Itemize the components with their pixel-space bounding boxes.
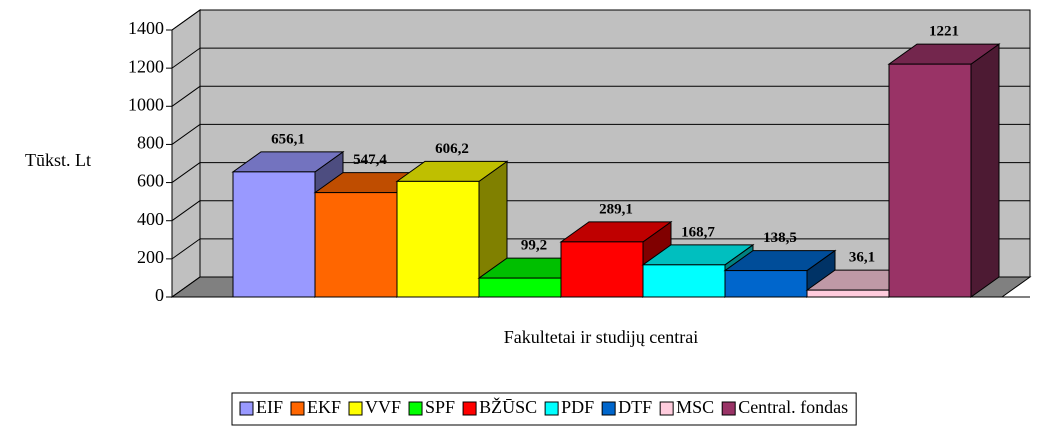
legend-swatch	[239, 401, 254, 416]
legend-label: SPF	[425, 397, 455, 417]
legend-label: VVF	[365, 397, 401, 417]
legend-swatch	[659, 401, 674, 416]
bar-front	[642, 264, 726, 298]
data-label: 289,1	[599, 201, 633, 217]
legend-swatch	[544, 401, 559, 416]
side-wall	[171, 9, 201, 298]
grid-line	[171, 124, 201, 145]
bar-front	[232, 171, 316, 298]
grid-line	[171, 276, 201, 298]
bar-front	[806, 289, 890, 298]
legend-swatch	[348, 401, 363, 416]
bar-front	[478, 277, 562, 298]
data-label: 606,2	[435, 141, 469, 157]
y-axis-label: Tūkst. Lt	[25, 150, 91, 170]
legend-label: Central. fondas	[738, 397, 848, 417]
x-axis-label: Fakultetai ir studijų centrai	[504, 327, 698, 347]
legend-swatch	[721, 401, 736, 416]
legend: EIF EKF VVF SPF BŽŪSC PDF DTF MSC Central. fonda…	[231, 392, 857, 426]
grid-line	[171, 238, 201, 260]
legend-label: EIF	[256, 397, 283, 417]
y-tick-label: 1000	[128, 94, 164, 114]
data-label: 168,7	[681, 224, 715, 240]
legend-label: EKF	[307, 397, 341, 417]
legend-label: BŽŪSC	[479, 396, 537, 417]
grid-line	[171, 85, 201, 107]
grid-line	[171, 162, 201, 183]
legend-label: DTF	[618, 397, 652, 417]
data-label: 1221	[929, 24, 959, 40]
bar-front	[314, 192, 398, 298]
bar-front	[724, 270, 808, 298]
legend-label: MSC	[676, 397, 714, 417]
data-label: 547,4	[353, 152, 387, 168]
data-label: 99,2	[521, 238, 547, 254]
y-tick-label: 600	[137, 171, 164, 191]
y-tick-label: 0	[155, 285, 164, 305]
grid-line	[171, 200, 201, 222]
bar-front	[396, 180, 480, 298]
y-tick-label: 400	[137, 209, 164, 229]
y-tick-label: 1400	[128, 18, 164, 38]
bar-side	[970, 43, 1000, 298]
data-label: 656,1	[271, 131, 305, 147]
grid-line	[171, 9, 201, 31]
bar-front	[888, 63, 972, 298]
legend-swatch	[601, 401, 616, 416]
legend-swatch	[290, 401, 305, 416]
y-tick-label: 1200	[128, 56, 164, 76]
bar-front	[560, 241, 644, 298]
legend-swatch	[408, 401, 423, 416]
data-label: 36,1	[849, 250, 875, 266]
data-label: 138,5	[763, 230, 797, 246]
grid-line	[171, 47, 201, 69]
y-tick-label: 200	[137, 247, 164, 267]
legend-swatch	[462, 401, 477, 416]
bar	[887, 43, 1001, 298]
legend-label: PDF	[561, 397, 594, 417]
y-tick-label: 800	[137, 133, 164, 153]
legend-box	[231, 392, 857, 426]
